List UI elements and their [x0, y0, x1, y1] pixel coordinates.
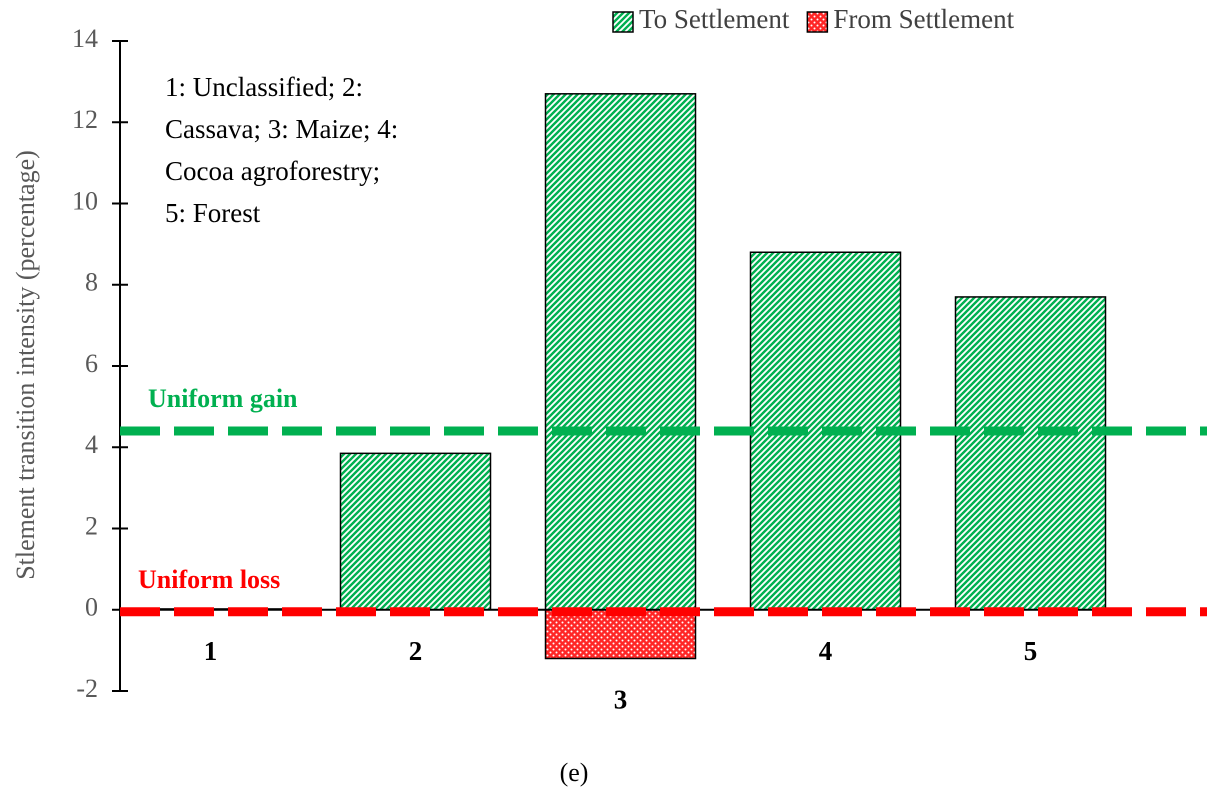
- bar: [339, 452, 492, 611]
- x-tick-label: 3: [614, 685, 628, 715]
- y-tick-label: 8: [85, 268, 98, 297]
- annotation: Cassava; 3: Maize; 4:: [165, 114, 398, 144]
- bar: [544, 93, 697, 611]
- x-tick-label: 1: [204, 636, 218, 666]
- legend-label: To Settlement: [639, 4, 790, 34]
- y-tick-label: 12: [72, 105, 98, 134]
- y-tick-label: 4: [85, 430, 98, 459]
- annotation: Cocoa agroforestry;: [165, 156, 380, 186]
- annotation: 5: Forest: [165, 198, 261, 228]
- legend-label: From Settlement: [833, 4, 1014, 34]
- x-tick-label: 5: [1024, 636, 1038, 666]
- y-tick-label: 2: [85, 511, 98, 540]
- bar: [954, 296, 1107, 611]
- y-tick-label: 10: [72, 186, 98, 215]
- bar: [544, 609, 697, 660]
- reference-label: Uniform gain: [148, 384, 298, 413]
- y-axis-label: Stlement transition intensity (percentag…: [11, 150, 40, 580]
- legend-swatch: [612, 11, 634, 33]
- y-tick-label: 6: [85, 349, 98, 378]
- x-tick-label: 4: [819, 636, 833, 666]
- y-tick-label: 0: [85, 593, 98, 622]
- reference-label: Uniform loss: [138, 565, 280, 594]
- x-tick-label: 2: [409, 636, 423, 666]
- legend-swatch: [806, 11, 829, 33]
- caption: (e): [560, 758, 589, 787]
- y-tick-label: -2: [76, 674, 98, 703]
- y-tick-label: 14: [72, 24, 98, 53]
- annotation: 1: Unclassified; 2:: [165, 72, 363, 102]
